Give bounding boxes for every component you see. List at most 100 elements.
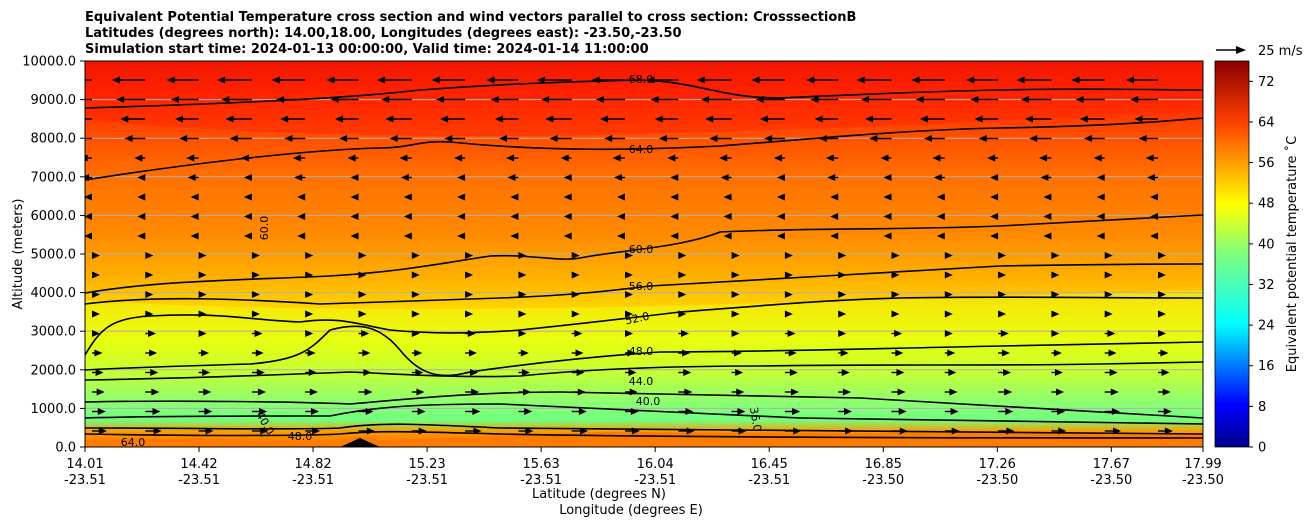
wind-arrow-head bbox=[814, 115, 823, 123]
plot-area: 68.0 64.0 60.0 56.0 52.0 48.0 44.0 40.0 60.0 36.0… bbox=[85, 61, 1203, 447]
wind-arrow-head bbox=[145, 271, 154, 279]
wind-arrow-head bbox=[806, 76, 815, 84]
wind-arrow-head bbox=[1145, 154, 1154, 162]
wind-arrow-head bbox=[1096, 213, 1105, 220]
wind-arrow-head bbox=[457, 193, 466, 201]
wind-arrow-head bbox=[617, 213, 625, 220]
wind-arrow-head bbox=[838, 252, 847, 259]
wind-arrow-head bbox=[149, 349, 158, 357]
contour-label: 60.0 bbox=[629, 243, 654, 256]
wind-arrow-head bbox=[435, 96, 444, 103]
wind-arrow-head bbox=[1029, 135, 1038, 142]
contour-line bbox=[85, 325, 1203, 377]
wind-arrow-head bbox=[198, 330, 207, 337]
wind-arrow-head bbox=[350, 213, 359, 220]
wind-arrow-head bbox=[1071, 76, 1080, 84]
wind-arrow-head bbox=[944, 271, 953, 279]
wind-arrow-head bbox=[936, 193, 945, 201]
x-tick-lon: -23.51 bbox=[748, 473, 790, 488]
wind-arrow-head bbox=[1150, 193, 1158, 201]
y-gridlines bbox=[85, 99, 1203, 409]
wind-arrow-head bbox=[731, 252, 740, 259]
wind-arrow-head bbox=[776, 213, 785, 220]
wind-arrow-head bbox=[755, 96, 764, 103]
wind-arrow-head bbox=[153, 427, 162, 435]
x-tick-lon: -23.50 bbox=[1182, 473, 1224, 488]
wind-arrow-head bbox=[541, 96, 550, 103]
wind-arrow-head bbox=[350, 193, 359, 201]
contour-label: 48.0 bbox=[288, 430, 313, 443]
wind-arrow-head bbox=[468, 349, 477, 357]
wind-arrow-head bbox=[990, 193, 999, 201]
wind-arrow-head bbox=[856, 76, 865, 84]
wind-arrow-head bbox=[686, 427, 695, 435]
wind-arrow-head bbox=[830, 232, 839, 240]
wind-arrow-head bbox=[377, 76, 385, 84]
wind-arrow-head bbox=[625, 271, 633, 279]
wind-arrow-head bbox=[789, 369, 798, 376]
wind-arrow-head bbox=[98, 427, 107, 435]
wind-arrow-head bbox=[970, 96, 979, 103]
x-tick-lon: -23.51 bbox=[520, 473, 562, 488]
wind-arrow-head bbox=[440, 115, 449, 123]
wind-arrow-head bbox=[658, 135, 667, 142]
wind-arrow-head bbox=[860, 96, 869, 103]
wind-arrow-head bbox=[1126, 76, 1134, 84]
wind-arrow-head bbox=[97, 408, 106, 415]
wind-arrow-head bbox=[899, 427, 908, 435]
wind-arrow-head bbox=[1111, 408, 1120, 415]
wind-arrow-head bbox=[949, 388, 958, 396]
wind-arrow-head bbox=[518, 330, 527, 337]
wind-arrow-head bbox=[670, 174, 679, 181]
wind-arrow-head bbox=[684, 388, 693, 396]
wind-arrow-head bbox=[1043, 193, 1052, 201]
contour-label: 68.0 bbox=[629, 73, 654, 86]
wind-arrow-head bbox=[670, 232, 679, 240]
wind-arrow-head bbox=[1005, 408, 1014, 415]
wind-arrow-head bbox=[788, 349, 797, 357]
contour-line bbox=[85, 296, 1203, 356]
wind-arrow-head bbox=[124, 135, 133, 142]
wind-arrow-head bbox=[571, 291, 580, 298]
wind-arrow-head bbox=[179, 135, 188, 142]
wind-arrow-head bbox=[416, 388, 425, 396]
wind-arrow-head bbox=[204, 408, 213, 415]
wind-arrow-head bbox=[810, 96, 819, 103]
wind-arrow-head bbox=[654, 115, 663, 123]
wind-arrow-head bbox=[1096, 193, 1105, 201]
x-tick-lon: -23.50 bbox=[1090, 473, 1132, 488]
wind-arrow-head bbox=[85, 174, 89, 181]
wind-arrow-head bbox=[457, 174, 466, 181]
wind-arrow-head bbox=[1134, 115, 1143, 123]
wind-arrow-head bbox=[948, 369, 957, 376]
wind-arrow-head bbox=[1104, 252, 1113, 259]
colorbar-tick-label: 16 bbox=[1258, 359, 1275, 374]
wind-arrow-head bbox=[990, 174, 999, 181]
wind-arrow-head bbox=[827, 174, 836, 181]
contour-line bbox=[85, 391, 1203, 419]
wind-arrow-head bbox=[683, 369, 692, 376]
x-tick-lon: -23.51 bbox=[634, 473, 676, 488]
wind-arrow-head bbox=[1003, 369, 1012, 376]
wind-arrow-head bbox=[260, 427, 269, 435]
wind-arrow-head bbox=[895, 349, 904, 357]
wind-arrow-head bbox=[575, 349, 584, 357]
wind-arrow-head bbox=[1130, 96, 1139, 103]
wind-arrow-head bbox=[134, 154, 143, 162]
wind-arrow-head bbox=[563, 213, 572, 220]
wind-arrow-head bbox=[1096, 174, 1105, 181]
wind-arrow-head bbox=[776, 232, 785, 240]
wind-arrow-head bbox=[411, 252, 420, 259]
wind-arrow-head bbox=[521, 369, 530, 376]
wind-arrow-head bbox=[891, 271, 900, 279]
title-line-2: Latitudes (degrees north): 14.00,18.00, … bbox=[85, 26, 682, 41]
wind-arrow-head bbox=[175, 115, 183, 123]
wind-arrow-head bbox=[678, 310, 687, 318]
wind-arrow-head bbox=[987, 154, 996, 162]
wind-arrow-head bbox=[1043, 232, 1052, 240]
wind-arrow-head bbox=[723, 213, 732, 220]
y-tick-label: 5000.0 bbox=[31, 248, 77, 263]
wind-arrow-head bbox=[685, 408, 694, 415]
wind-arrow-head bbox=[936, 213, 945, 220]
wind-key: 25 m/s bbox=[1216, 44, 1303, 59]
